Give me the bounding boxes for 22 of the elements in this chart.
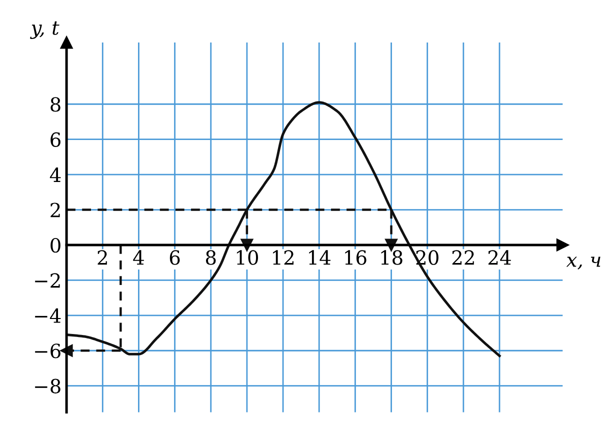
y-axis-title: y, t — [30, 21, 60, 39]
y-tick-label: −4 — [35, 308, 61, 323]
x-tick-label: 6 — [170, 250, 180, 265]
y-tick-label: 4 — [50, 168, 61, 182]
x-tick-label: 16 — [345, 250, 366, 265]
y-tick-label: 8 — [50, 97, 60, 112]
x-tick-label: 22 — [452, 250, 474, 265]
y-tick-label: −2 — [35, 273, 60, 288]
x-axis-title: x, ч — [566, 256, 600, 270]
x-tick-label: 4 — [133, 250, 144, 265]
y-tick-label: −6 — [35, 344, 60, 358]
x-tick-label: 10 — [236, 250, 258, 265]
x-tick-label: 2 — [98, 250, 107, 265]
x-tick-label: 18 — [381, 250, 402, 265]
y-tick-label: 0 — [50, 238, 60, 253]
y-tick-label: 2 — [50, 202, 60, 218]
y-tick-label: 6 — [50, 132, 60, 148]
x-tick-label: 12 — [273, 250, 294, 265]
x-tick-label: 8 — [206, 250, 216, 265]
y-tick-label: −8 — [35, 378, 60, 394]
x-tick-label: 24 — [488, 250, 511, 265]
x-tick-label: 14 — [309, 250, 331, 265]
